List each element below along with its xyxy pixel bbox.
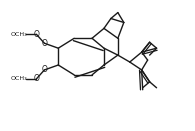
Text: OCH₃: OCH₃ (10, 32, 27, 37)
Text: O: O (42, 39, 47, 48)
Text: OCH₃: OCH₃ (10, 76, 27, 81)
Text: O: O (34, 30, 39, 39)
Text: O: O (34, 74, 39, 83)
Text: O: O (42, 66, 47, 74)
